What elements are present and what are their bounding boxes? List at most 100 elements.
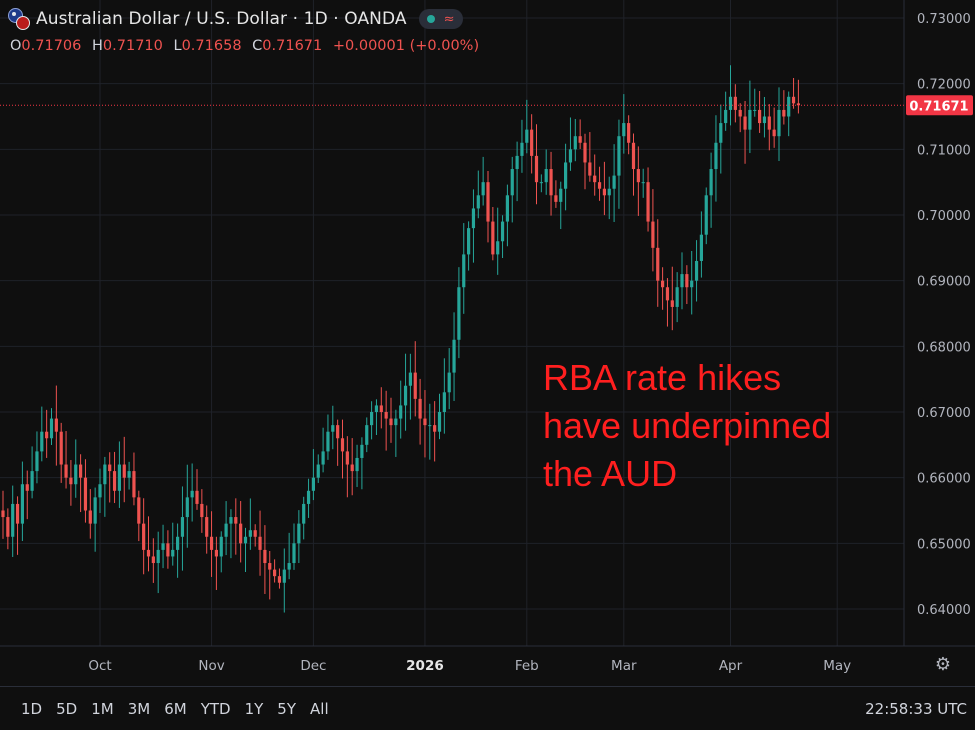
range-3m-button[interactable]: 3M [127,700,151,718]
x-tick-label: Oct [88,658,111,674]
candle-body [239,523,243,544]
candle-body [408,372,412,386]
open-label: O [10,38,22,54]
candle-body [505,195,509,222]
candle-body [117,464,121,491]
candle-body [273,569,277,577]
candle-body [331,425,335,432]
utc-clock[interactable]: 22:58:33 UTC [865,700,967,718]
candle-body [694,260,699,281]
candle-body [316,464,320,478]
range-5y-button[interactable]: 5Y [277,700,297,718]
y-tick-label: 0.66000 [917,472,971,487]
candle-body [530,129,534,156]
candle-body [15,503,20,524]
candle-body [311,477,315,491]
range-ytd-button[interactable]: YTD [200,700,231,718]
candle-body [282,569,286,583]
close-label: C [252,38,263,54]
candle-body [30,471,34,491]
price-chart[interactable]: 0.64000 0.65000 0.66000 0.67000 0.68000 0.690… [0,0,975,686]
candle-body [617,136,621,176]
candle-body [481,182,485,196]
range-all-button[interactable]: All [310,700,329,718]
candle-body [743,116,747,130]
candle-body [190,490,194,498]
candle-body [108,464,112,472]
candle-body [433,425,437,432]
candle-body [146,549,151,557]
chart-annotation: RBA rate hikes have underpinned the AUD [543,354,831,498]
candle-body [719,123,723,143]
candle-body [20,484,24,524]
candle-body [544,169,548,183]
y-tick-label: 0.65000 [917,537,971,552]
candle-body [593,175,597,183]
candle-body [132,471,136,498]
candle-body [685,274,689,288]
y-tick-label: 0.72000 [917,78,971,93]
range-1y-button[interactable]: 1Y [244,700,264,718]
candle-body [627,123,631,143]
candle-body [612,175,616,189]
candle-body [442,392,446,412]
candle-body [733,96,737,110]
candle-body [345,451,349,465]
candle-body [607,188,611,196]
candle-body [573,136,577,150]
low-value: 0.71658 [181,38,242,54]
market-status-pill[interactable]: ≈ [418,9,463,29]
x-tick-label: Feb [515,658,539,674]
range-6m-button[interactable]: 6M [164,700,187,718]
candle-body [59,431,63,465]
candle-body [437,412,442,432]
candle-body [142,523,146,550]
x-tick-label: Nov [198,658,224,674]
gear-icon[interactable]: ⚙ [934,654,952,675]
candle-body [588,162,592,176]
candle-body [602,188,606,196]
candle-body [171,549,175,557]
candle-body [374,405,379,412]
aud-usd-flags-icon[interactable] [8,8,30,30]
candle-body [88,510,92,524]
candle-body [753,109,757,111]
candle-body [25,484,29,491]
candle-body [229,517,233,524]
candle-body [350,464,354,472]
candle-body [79,464,83,478]
candle-body [360,444,364,458]
symbol-title[interactable]: Australian Dollar / U.S. Dollar · 1D · O… [36,9,407,29]
chart-background [0,0,975,686]
last-price-badge [906,95,973,116]
candle-body [263,549,267,564]
candle-body [568,149,573,163]
candle-body [796,103,800,106]
candle-body [297,523,301,544]
delayed-data-wave-icon: ≈ [443,11,455,27]
candle-body [93,497,97,524]
range-1m-button[interactable]: 1M [91,700,114,718]
x-tick-label: Apr [719,658,743,674]
candle-body [83,477,88,511]
candle-body [597,182,602,189]
candle-body [98,484,102,498]
candle-body [680,274,684,288]
candle-body [539,182,543,184]
candle-body [447,372,451,393]
candle-body [413,372,417,399]
range-1d-button[interactable]: 1D [21,700,43,718]
low-label: L [173,38,182,54]
candle-body [510,169,514,196]
candle-body [287,563,291,570]
candle-body [758,109,762,124]
candle-body [6,517,10,537]
y-tick-label: 0.67000 [917,406,971,421]
candle-body [248,530,252,537]
candle-body [54,418,58,432]
candle-body [583,142,587,163]
range-5d-button[interactable]: 5D [56,700,78,718]
candle-body [636,169,640,183]
candle-body [791,96,796,104]
candle-body [35,451,39,472]
